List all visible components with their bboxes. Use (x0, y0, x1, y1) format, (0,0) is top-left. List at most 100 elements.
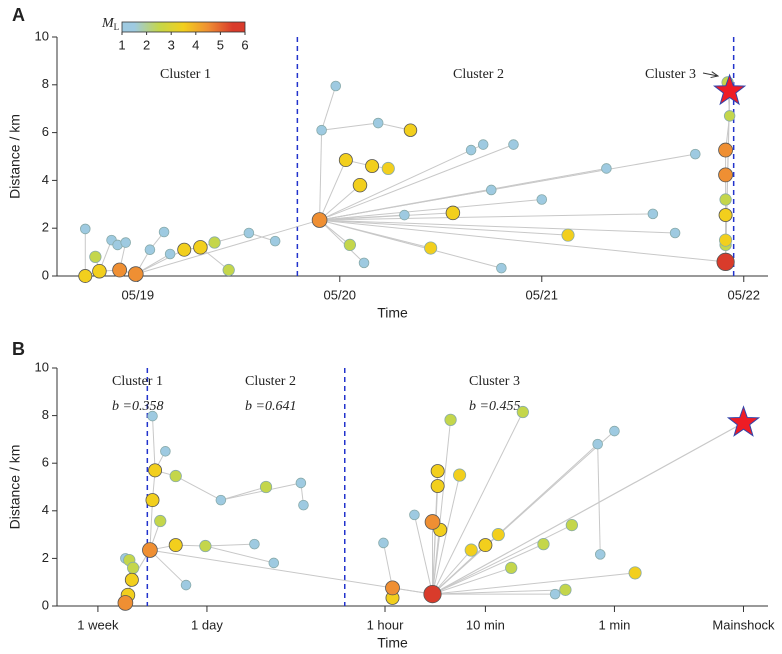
y-tick-label: 0 (42, 267, 49, 282)
link (432, 543, 544, 595)
event (92, 263, 107, 279)
event (80, 223, 91, 235)
link (597, 444, 601, 555)
event (164, 248, 176, 260)
event (423, 584, 442, 604)
event (316, 124, 327, 136)
event (718, 167, 733, 183)
event (112, 262, 128, 278)
x-tick-label: 10 min (466, 617, 505, 632)
y-tick-label: 8 (42, 76, 49, 91)
event (516, 405, 529, 419)
link (319, 219, 726, 263)
event (424, 241, 438, 255)
event (609, 425, 620, 437)
y-tick-label: 2 (42, 220, 49, 235)
x-tick-label: 1 week (77, 617, 119, 632)
event (537, 537, 550, 551)
link (319, 213, 653, 221)
link (220, 486, 267, 501)
event (222, 263, 235, 277)
event (719, 193, 732, 206)
link (220, 482, 301, 501)
link (319, 219, 676, 234)
cluster-label: Cluster 1 (160, 67, 211, 82)
links (124, 411, 744, 604)
event (508, 139, 519, 150)
link (432, 572, 636, 595)
link (319, 159, 347, 221)
y-tick-label: 0 (42, 597, 49, 612)
cluster-label: Cluster 1 (112, 374, 163, 389)
event (477, 139, 489, 150)
event (491, 528, 505, 542)
event (124, 572, 139, 587)
event (385, 580, 400, 596)
event (154, 514, 167, 528)
link (205, 543, 255, 547)
colorbar-tick-label: 3 (168, 37, 175, 52)
event (723, 110, 736, 122)
link (432, 474, 461, 595)
event (444, 413, 457, 427)
link (319, 219, 365, 264)
x-tick-label: 05/22 (727, 287, 760, 302)
event (343, 238, 357, 252)
event (549, 588, 561, 600)
b-value-label: b =0.455 (469, 399, 520, 414)
y-tick-label: 6 (42, 124, 49, 139)
event (365, 159, 380, 174)
x-tick-label: 05/19 (122, 287, 155, 302)
event (177, 242, 192, 257)
event (330, 80, 342, 92)
event (199, 539, 212, 553)
event (249, 538, 260, 550)
event (565, 518, 578, 532)
colorbar-tick-label: 2 (143, 37, 150, 52)
x-axis-label: Time (377, 305, 408, 321)
event (215, 494, 227, 506)
link (432, 422, 744, 595)
event (718, 208, 733, 223)
link (432, 524, 573, 595)
cluster-label: Cluster 3 (645, 67, 696, 82)
link (432, 419, 452, 595)
event (142, 542, 158, 558)
event (243, 227, 255, 239)
colorbar (121, 21, 246, 33)
event (180, 579, 192, 591)
event (719, 233, 733, 247)
event (559, 583, 572, 596)
event (378, 537, 389, 549)
annotation-arrow (702, 73, 718, 76)
x-tick-label: 1 day (191, 617, 223, 632)
b-value-label: b =0.641 (245, 399, 296, 414)
colorbar-tick-label: 4 (192, 37, 199, 52)
mainshock-star (726, 405, 761, 437)
event (465, 144, 477, 156)
event (311, 212, 328, 228)
y-axis-label: Distance / km (7, 114, 23, 199)
x-tick-label: 05/21 (525, 287, 558, 302)
link (319, 219, 502, 269)
event (147, 410, 158, 422)
mainshock-star (712, 73, 747, 106)
link (319, 184, 361, 221)
b-value-label: b =0.358 (112, 399, 163, 414)
link (319, 144, 514, 221)
link (382, 542, 393, 589)
event (145, 493, 160, 508)
link (205, 545, 274, 564)
y-tick-label: 6 (42, 455, 49, 470)
event (424, 514, 441, 530)
event (259, 480, 273, 494)
link (151, 416, 156, 471)
event (628, 566, 642, 580)
link (321, 85, 337, 131)
event (169, 469, 182, 483)
event (690, 148, 701, 160)
link (319, 199, 542, 221)
link (413, 514, 433, 595)
event (298, 499, 309, 511)
